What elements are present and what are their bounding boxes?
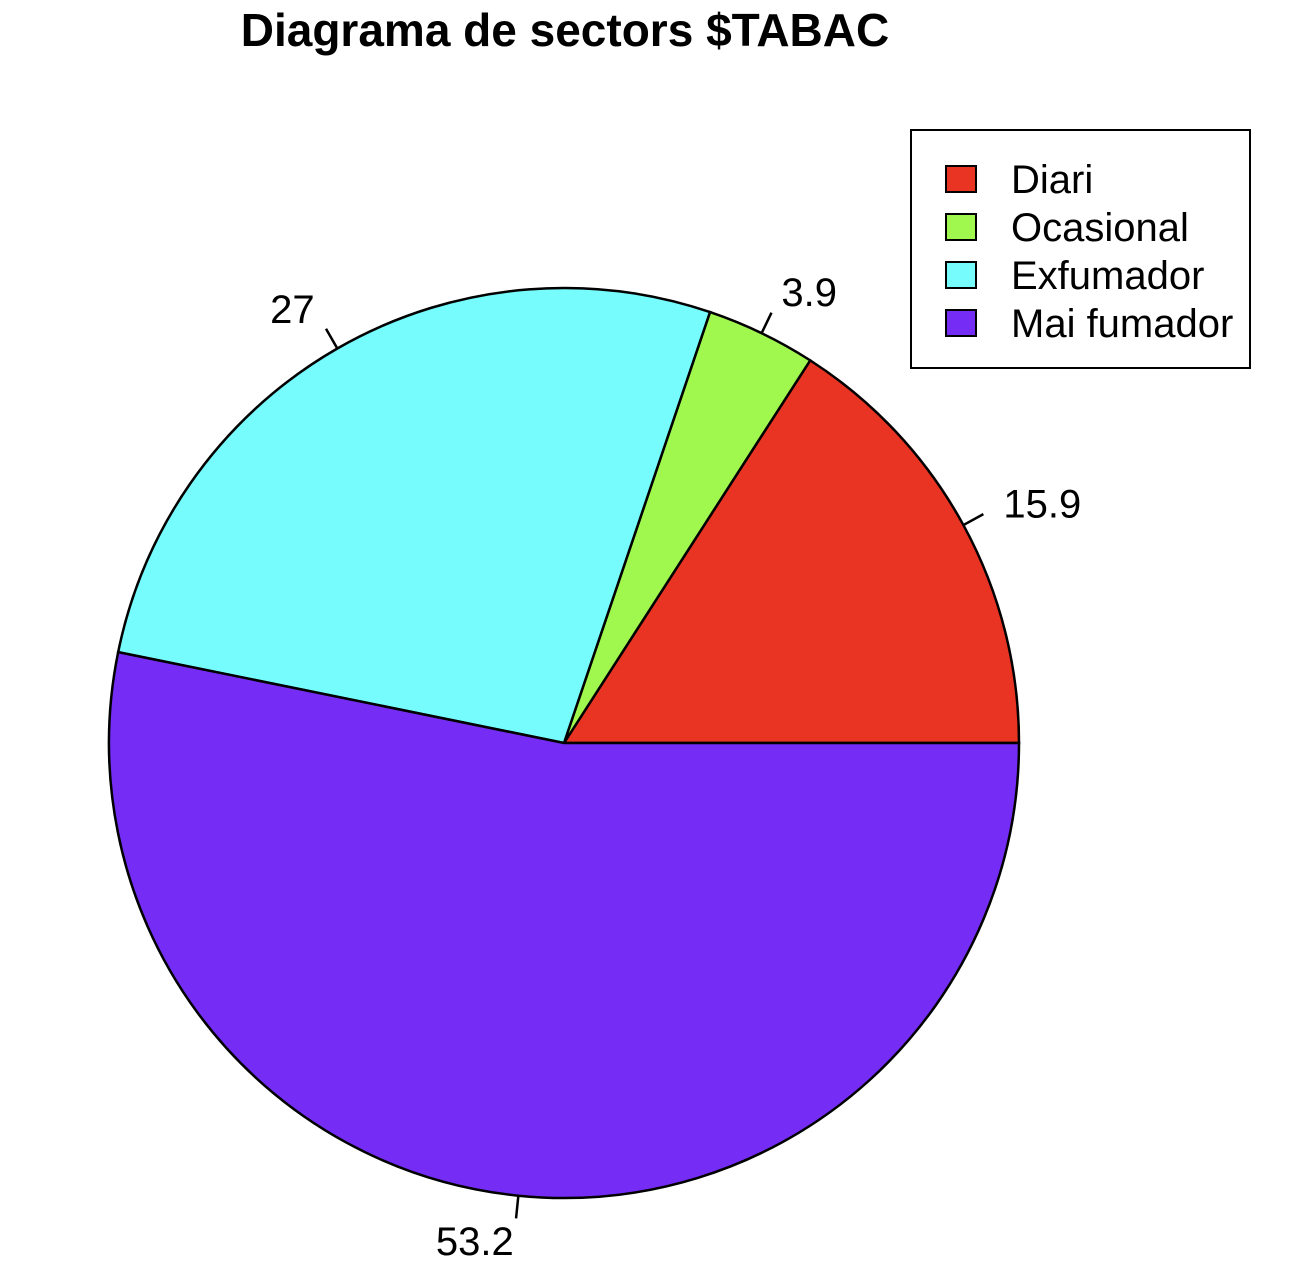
pie-data-labels: 15.9 3.9 27 53.2: [270, 271, 1081, 1264]
pie-slices: [107, 286, 1021, 1200]
legend-label-exfumador: Exfumador: [1011, 254, 1204, 298]
pie-label-leaders: [324, 312, 984, 1219]
legend-label-diari: Diari: [1011, 158, 1093, 202]
legend-label-ocasional: Ocasional: [1011, 206, 1189, 250]
label-leader-exfumador: [324, 328, 339, 350]
legend-label-mai-fumador: Mai fumador: [1011, 302, 1233, 346]
legend-swatch-mai-fumador: [945, 309, 977, 337]
label-leader-diari: [962, 513, 984, 527]
legend-swatch-exfumador: [945, 261, 977, 289]
legend-swatch-diari: [945, 165, 977, 193]
data-label-mai-fumador: 53.2: [436, 1220, 514, 1264]
label-leader-ocasional: [760, 312, 773, 334]
data-label-diari: 15.9: [1003, 482, 1081, 526]
label-leader-mai-fumador: [514, 1195, 520, 1219]
data-label-exfumador: 27: [270, 288, 315, 332]
chart-title: Diagrama de sectors $TABAC: [241, 4, 889, 56]
data-label-ocasional: 3.9: [781, 271, 837, 315]
legend-swatch-ocasional: [945, 213, 977, 241]
